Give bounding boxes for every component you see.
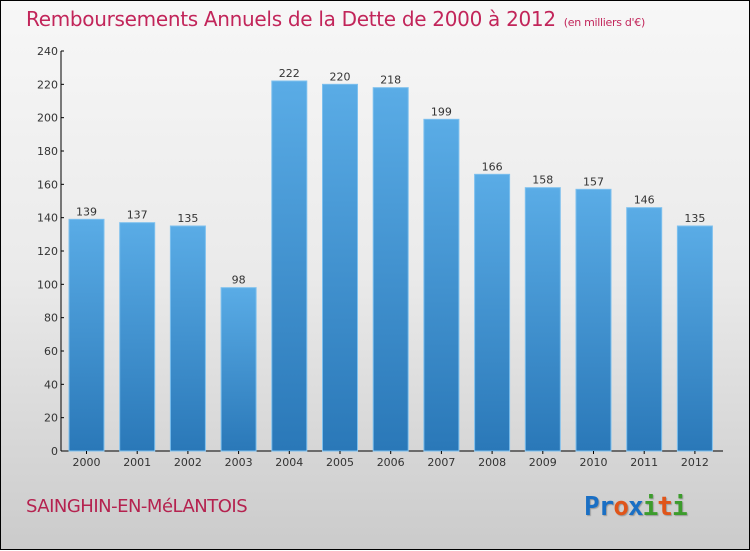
x-tick-label: 2008 — [478, 456, 506, 469]
x-tick-label: 2010 — [580, 456, 608, 469]
title-text: Remboursements Annuels de la Dette de 20… — [26, 7, 556, 31]
data-label: 135 — [177, 212, 198, 225]
x-tick-label: 2003 — [225, 456, 253, 469]
bar — [474, 173, 511, 452]
data-label: 222 — [279, 67, 300, 80]
y-tick-label: 120 — [37, 245, 58, 258]
y-tick-label: 220 — [37, 78, 58, 91]
city-name: SAINGHIN-EN-MéLANTOIS — [26, 496, 248, 517]
y-tick-label: 60 — [44, 345, 58, 358]
data-label: 158 — [532, 174, 553, 187]
x-tick-label: 2009 — [529, 456, 557, 469]
x-tick-label: 2007 — [427, 456, 455, 469]
y-tick-label: 80 — [44, 312, 58, 325]
bar — [220, 287, 257, 452]
data-label: 98 — [232, 274, 246, 287]
logo-letter: x — [627, 492, 644, 522]
data-label: 199 — [431, 105, 452, 118]
y-tick-label: 140 — [37, 212, 58, 225]
logo-letter: i — [642, 492, 659, 522]
data-label: 218 — [380, 74, 401, 87]
x-tick-label: 2011 — [630, 456, 658, 469]
bar — [524, 187, 561, 452]
bar — [372, 87, 409, 452]
data-label: 135 — [684, 212, 705, 225]
x-tick-label: 2000 — [73, 456, 101, 469]
x-tick-label: 2005 — [326, 456, 354, 469]
data-label: 220 — [330, 70, 351, 83]
logo-letter: t — [657, 492, 673, 522]
y-tick-label: 20 — [44, 412, 58, 425]
chart-title: Remboursements Annuels de la Dette de 20… — [26, 7, 645, 31]
y-tick-label: 0 — [51, 445, 58, 458]
y-tick-label: 240 — [37, 45, 58, 58]
x-tick-label: 2004 — [275, 456, 303, 469]
data-label: 146 — [634, 194, 655, 207]
logo-letter: o — [613, 492, 629, 522]
bar — [423, 118, 460, 452]
bar — [322, 83, 358, 452]
proxiti-logo: Proxiti — [584, 492, 688, 522]
x-tick-label: 2006 — [377, 456, 405, 469]
logo-letter: i — [671, 492, 688, 522]
bar — [68, 218, 105, 452]
bar — [169, 225, 206, 452]
data-label: 166 — [482, 160, 503, 173]
bar — [676, 225, 713, 452]
bar — [626, 207, 663, 452]
y-tick-label: 160 — [37, 178, 58, 191]
bar — [271, 80, 308, 452]
data-label: 157 — [583, 175, 604, 188]
data-label: 137 — [127, 209, 148, 222]
y-tick-label: 100 — [37, 278, 58, 291]
y-tick-label: 40 — [44, 378, 58, 391]
x-tick-label: 2001 — [123, 456, 151, 469]
logo-letter: Pr — [584, 492, 614, 522]
data-label: 139 — [76, 205, 97, 218]
y-tick-label: 200 — [37, 112, 58, 125]
unit-label: (en milliers d'€) — [563, 16, 645, 29]
y-tick-label: 180 — [37, 145, 58, 158]
x-tick-label: 2012 — [681, 456, 709, 469]
bar — [575, 188, 612, 452]
bar — [119, 222, 156, 452]
x-tick-label: 2002 — [174, 456, 202, 469]
